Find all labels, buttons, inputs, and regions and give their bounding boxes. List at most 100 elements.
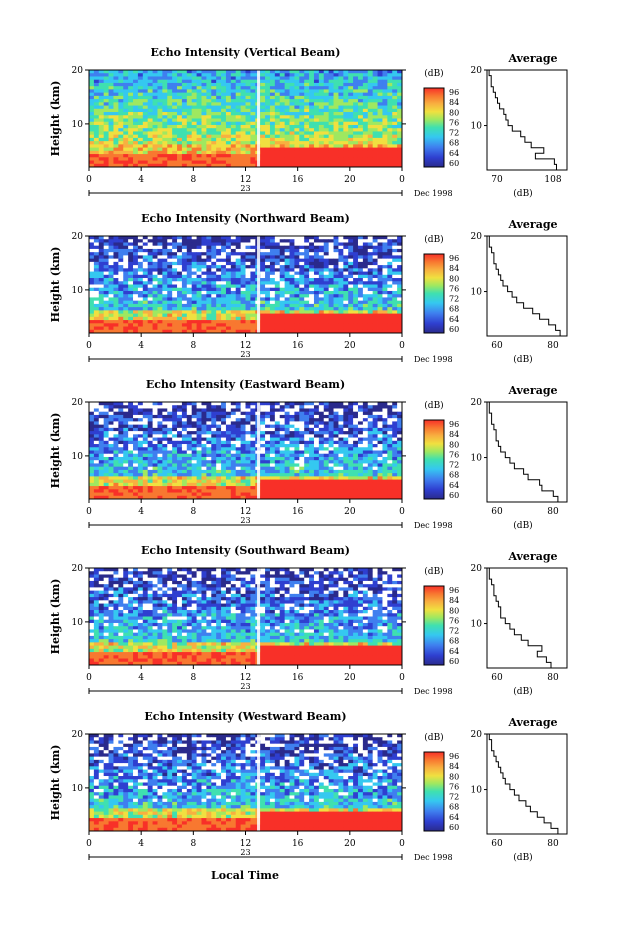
heatmap-cell — [269, 163, 276, 168]
heatmap-cell — [123, 115, 129, 119]
heatmap-cell — [196, 402, 202, 406]
heatmap-cell — [152, 274, 158, 279]
heatmap-cell — [133, 245, 139, 250]
heatmap-cell — [128, 248, 134, 253]
heatmap-cell — [216, 147, 222, 152]
heatmap-cell — [367, 284, 374, 289]
heatmap-cell — [362, 70, 369, 74]
heatmap-cell — [157, 326, 163, 331]
heatmap-cell — [128, 82, 134, 87]
heatmap-cell — [343, 150, 349, 155]
heatmap-cell — [113, 261, 119, 266]
heatmap-cell — [201, 157, 207, 161]
heatmap-cell — [279, 252, 286, 256]
heatmap-cell — [318, 323, 325, 327]
heatmap-cell — [98, 242, 105, 247]
heatmap-cell — [93, 434, 100, 438]
heatmap-cell — [382, 297, 388, 302]
heatmap-cell — [167, 79, 173, 84]
heatmap-cell — [304, 89, 310, 94]
heatmap-cell — [367, 431, 374, 435]
heatmap-cell — [103, 82, 109, 87]
heatmap-cell — [309, 447, 315, 451]
heatmap-cell — [181, 408, 188, 413]
heatmap-cell — [284, 310, 290, 314]
heatmap-cell — [367, 102, 374, 106]
heatmap-cell — [265, 252, 271, 256]
heatmap-cell — [103, 102, 109, 106]
heatmap-cell — [309, 150, 315, 155]
heatmap-cell — [269, 147, 276, 152]
heatmap-cell — [133, 326, 139, 331]
heatmap-cell — [397, 70, 403, 74]
heatmap-cell — [240, 95, 246, 100]
heatmap-cell — [157, 141, 163, 145]
heatmap-cell — [357, 118, 364, 123]
heatmap-cell — [196, 274, 202, 279]
heatmap-cell — [89, 310, 95, 314]
heatmap-cell — [265, 124, 271, 129]
heatmap-cell — [128, 144, 134, 148]
heatmap-cell — [157, 411, 163, 416]
heatmap-cell — [162, 124, 168, 129]
heatmap-cell — [279, 265, 286, 269]
heatmap-cell — [328, 297, 334, 302]
heatmap-cell — [397, 434, 403, 438]
heatmap-cell — [103, 297, 109, 302]
heatmap-cell — [186, 440, 193, 445]
heatmap-cell — [387, 134, 393, 139]
heatmap-cell — [313, 265, 320, 269]
heatmap-cell — [172, 323, 178, 327]
heatmap-cell — [279, 411, 286, 416]
heatmap-cell — [221, 105, 227, 110]
heatmap-cell — [225, 281, 232, 285]
heatmap-cell — [201, 421, 207, 426]
heatmap-cell — [230, 236, 237, 240]
heatmap-cell — [367, 437, 374, 442]
heatmap-cell — [279, 163, 286, 168]
heatmap-cell — [196, 163, 202, 168]
heatmap-cell — [274, 115, 281, 119]
heatmap-cell — [167, 320, 173, 324]
heatmap-cell — [230, 242, 237, 247]
heatmap-cell — [103, 137, 109, 142]
heatmap-cell — [357, 431, 364, 435]
heatmap-cell — [191, 239, 197, 243]
heatmap-cell — [338, 424, 344, 429]
colorbar-tick-label: 80 — [449, 108, 459, 117]
heatmap-cell — [98, 82, 105, 87]
heatmap-cell — [225, 99, 232, 103]
heatmap-cell — [142, 121, 149, 126]
heatmap-cell — [137, 405, 144, 409]
heatmap-cell — [128, 329, 134, 334]
heatmap-cell — [93, 252, 100, 256]
heatmap-cell — [328, 278, 334, 282]
heatmap-cell — [260, 408, 266, 413]
heatmap-cell — [142, 73, 149, 77]
heatmap-cell — [245, 274, 251, 279]
heatmap-cell — [289, 150, 295, 155]
heatmap-cell — [245, 92, 251, 97]
heatmap-cell — [128, 102, 134, 106]
heatmap-cell — [377, 437, 383, 442]
heatmap-cell — [201, 137, 207, 142]
heatmap-cell — [89, 284, 95, 289]
heatmap-cell — [313, 278, 320, 282]
heatmap-cell — [372, 450, 378, 455]
heatmap-cell — [353, 434, 359, 438]
heatmap-cell — [113, 76, 119, 81]
heatmap-cell — [113, 112, 119, 116]
heatmap-cell — [318, 414, 325, 419]
heatmap-cell — [387, 450, 393, 455]
heatmap-cell — [181, 303, 188, 308]
heatmap-cell — [367, 278, 374, 282]
heatmap-cell — [196, 320, 202, 324]
heatmap-cell — [289, 408, 295, 413]
heatmap-cell — [221, 76, 227, 81]
heatmap-cell — [118, 118, 124, 123]
heatmap-cell — [343, 82, 349, 87]
heatmap-cell — [93, 265, 100, 269]
x-tick-label: 12 — [240, 341, 251, 351]
heatmap-cell — [137, 105, 144, 110]
heatmap-cell — [289, 440, 295, 445]
